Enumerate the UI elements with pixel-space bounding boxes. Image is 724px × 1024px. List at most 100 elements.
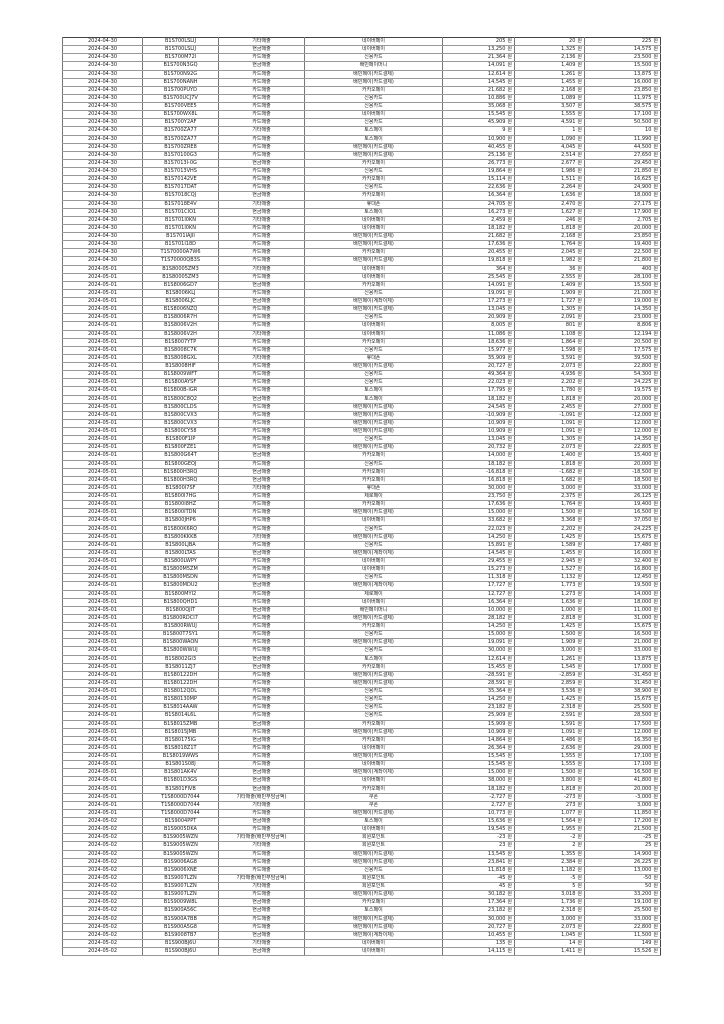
sales-type-cell: 현금매출 xyxy=(218,655,305,664)
currency-unit: 원 xyxy=(507,249,512,256)
payment-method-cell: 카카오페이 xyxy=(304,86,443,95)
payment-method-cell: 신용카드 xyxy=(304,525,443,534)
sales-type-cell: 현금매출 xyxy=(218,395,305,404)
cell-value: B1S80005ZM3 xyxy=(162,265,199,272)
cell-value: 신용카드 xyxy=(364,525,383,532)
cell-value: 2024-05-02 xyxy=(87,948,118,955)
total-cell: 25,500 원 xyxy=(584,703,661,713)
vat-cell: 1,555 원 xyxy=(514,752,585,762)
currency-unit: 원 xyxy=(577,842,582,849)
cell-value: 배민페이(카드결제) xyxy=(353,639,394,646)
total-cell: 29,000 원 xyxy=(584,744,661,754)
total-cell: 16,500 원 xyxy=(584,768,661,778)
payment-method-cell: 회원포인트 xyxy=(304,882,443,892)
table-row: 2024-04-30 B1S700Y2AF 카드매출 신용카드 45,909 원 4,591… xyxy=(62,118,661,128)
cell-value: 23,000 xyxy=(633,314,652,321)
cell-value: 25,909 xyxy=(487,712,506,719)
cell-value: B1S800MSDN xyxy=(163,574,198,581)
vat-cell: 1,425 원 xyxy=(514,695,585,705)
cell-value: 네이버페이 xyxy=(361,566,385,573)
cell-value: 24,705 xyxy=(487,200,506,207)
cell-value: B1S700N3GQ xyxy=(163,62,198,69)
total-cell: 13,875 원 xyxy=(584,655,661,664)
order-id-cell: B1S900A5G8 xyxy=(142,923,219,932)
cell-value: 2,073 xyxy=(561,923,576,930)
date-cell: 2024-05-01 xyxy=(62,744,143,754)
cell-value: B1S800JHP6 xyxy=(165,517,196,524)
cell-value: 2,073 xyxy=(561,363,576,370)
cell-value: 3,591 xyxy=(561,354,576,361)
currency-unit: 원 xyxy=(507,363,512,370)
amount-cell: 12,614 원 xyxy=(442,70,515,79)
cell-value: B1S9009W8L xyxy=(163,899,198,906)
currency-unit: 원 xyxy=(653,371,658,378)
table-row: 2024-05-01 B1S800CVX3 카드매출 배민페이(카드결제) 10,909… xyxy=(62,419,661,429)
cell-value: 현금매출 xyxy=(252,785,271,792)
currency-unit: 원 xyxy=(653,428,658,435)
table-row: 2024-05-02 B1S900A7BB 카드매출 배민페이(카드결제) 30,000… xyxy=(62,915,661,924)
sales-type-cell: 카드매출 xyxy=(218,70,305,79)
currency-unit: 원 xyxy=(577,78,582,85)
cell-value: 1,909 xyxy=(561,289,576,296)
cell-value: 신용카드 xyxy=(364,314,383,321)
sales-type-cell: 카드매출 xyxy=(218,94,305,104)
currency-unit: 원 xyxy=(653,777,658,784)
cell-value: B1S800CLDS xyxy=(164,403,197,410)
cell-value: 네이버페이 xyxy=(361,826,385,833)
vat-cell: 2,168 원 xyxy=(514,86,585,95)
currency-unit: 원 xyxy=(577,476,582,483)
cell-value: -2,727 xyxy=(489,793,506,800)
payment-method-cell: 배민페이(카드결제) xyxy=(304,752,443,762)
currency-unit: 원 xyxy=(507,387,512,394)
cell-value: B1S800M5ZM xyxy=(163,566,198,573)
date-cell: 2024-05-01 xyxy=(62,403,143,412)
table-row: 2024-05-01 B1S8009WFT 카드매출 신용카드 49,364 원 4,936… xyxy=(62,370,661,380)
date-cell: 2024-05-01 xyxy=(62,557,143,567)
sales-type-cell: 카드매출 xyxy=(218,403,305,412)
currency-unit: 원 xyxy=(653,671,658,678)
cell-value: 휴대폰 xyxy=(366,484,381,491)
order-id-cell: B1S700N92G xyxy=(142,70,219,79)
amount-cell: -23 원 xyxy=(442,833,515,843)
currency-unit: 원 xyxy=(507,818,512,825)
cell-value: 23,182 xyxy=(487,907,506,914)
cell-value: 12,000 xyxy=(633,728,652,735)
total-cell: 12,000 원 xyxy=(584,419,661,429)
amount-cell: 17,273 원 xyxy=(442,297,515,307)
date-cell: 2024-04-30 xyxy=(62,167,143,177)
date-cell: 2024-04-30 xyxy=(62,224,143,234)
currency-unit: 원 xyxy=(577,94,582,101)
cell-value: 10,000 xyxy=(487,606,506,613)
currency-unit: 원 xyxy=(653,891,658,898)
cell-value: 3,018 xyxy=(561,891,576,898)
vat-cell: 3,368 원 xyxy=(514,516,585,526)
cell-value: 1,409 xyxy=(561,281,576,288)
cell-value: 1,182 xyxy=(561,866,576,873)
cell-value: 33,000 xyxy=(633,484,652,491)
order-id-cell: B1S9007LZN xyxy=(142,882,219,892)
cell-value: 2024-05-02 xyxy=(87,907,118,914)
order-id-cell: B1S800MSDN xyxy=(142,573,219,583)
currency-unit: 원 xyxy=(507,785,512,792)
cell-value: B1S8006LJC xyxy=(165,298,196,305)
sales-type-cell: 카드매출 xyxy=(218,516,305,526)
cell-value: 29,000 xyxy=(633,744,652,751)
cell-value: -5 xyxy=(570,874,576,881)
currency-unit: 원 xyxy=(507,541,512,548)
vat-cell: 2,384 원 xyxy=(514,858,585,867)
payment-method-cell: 배민페이(카드결제) xyxy=(304,70,443,79)
date-cell: 2024-05-01 xyxy=(62,590,143,599)
amount-cell: 15,273 원 xyxy=(442,565,515,575)
total-cell: 21,000 원 xyxy=(584,638,661,648)
vat-cell: 1,864 원 xyxy=(514,338,585,347)
cell-value: 14,864 xyxy=(487,736,506,743)
currency-unit: 원 xyxy=(653,159,658,166)
cell-value: -45 xyxy=(497,874,506,881)
sales-type-cell: 현금매출 xyxy=(218,159,305,169)
order-id-cell: T1S70000QB3S xyxy=(142,256,219,266)
amount-cell: 23,750 원 xyxy=(442,492,515,502)
order-id-cell: B1S8014L6L xyxy=(142,711,219,721)
table-row: 2024-05-01 B1S8014AAW 카드매출 신용카드 23,182 원 2,318… xyxy=(62,703,661,713)
cell-value: 14,900 xyxy=(633,850,652,857)
